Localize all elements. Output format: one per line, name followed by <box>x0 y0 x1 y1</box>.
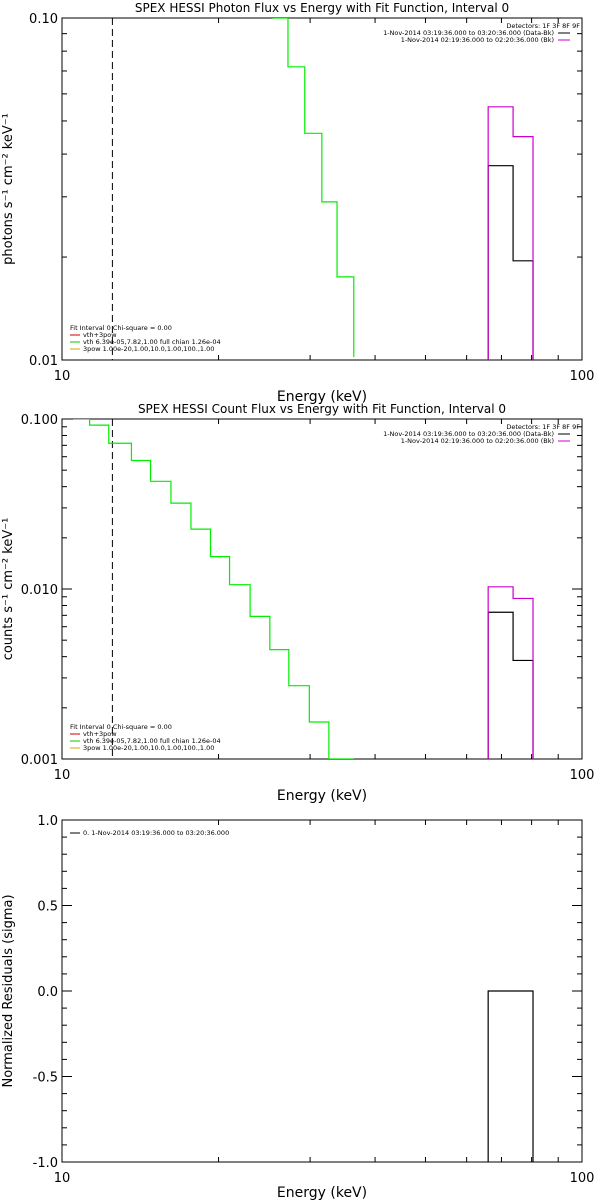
legend-label: 3pow 1.00e-20,1.00,10.0,1.00,100.,1.00 <box>83 744 214 752</box>
legend-header: Detectors: 1F 3F 8F 9F <box>506 423 580 431</box>
x-tick-label: 100 <box>570 1171 595 1186</box>
legend-label: 0. 1-Nov-2014 03:19:36.000 to 03:20:36.0… <box>83 829 229 837</box>
legend-header: Detectors: 1F 3F 8F 9F <box>506 22 580 30</box>
x-tick-label: 100 <box>570 369 595 384</box>
y-tick-label: 0.001 <box>21 753 58 768</box>
series-line-1 <box>487 165 534 360</box>
series-line-2 <box>487 106 534 360</box>
legend-label: vth 6.39e-05,7.82,1.00 full chian 1.26e-… <box>83 338 221 346</box>
plot-area <box>487 990 534 1162</box>
legend-label: 1-Nov-2014 03:19:36.000 to 03:20:36.000 … <box>383 430 554 438</box>
x-tick-label: 10 <box>54 369 71 384</box>
y-axis-label: Normalized Residuals (sigma) <box>1 894 16 1087</box>
y-tick-label: -1.0 <box>33 1156 58 1171</box>
series-line-0 <box>272 18 355 358</box>
series-line-0 <box>73 419 354 759</box>
legend-label: 1-Nov-2014 02:19:36.000 to 02:20:36.000 … <box>401 437 554 445</box>
y-tick-label: 0.010 <box>21 583 58 598</box>
y-axis-label: photons s⁻¹ cm⁻² keV⁻¹ <box>1 113 16 265</box>
x-tick-label: 10 <box>54 768 71 783</box>
plot-frame <box>61 418 583 760</box>
legend-label: vth 6.39e-05,7.82,1.00 full chian 1.26e-… <box>83 737 221 745</box>
y-tick-label: 1.0 <box>37 814 58 829</box>
x-axis-label: Energy (keV) <box>277 389 367 405</box>
y-tick-label: 0.01 <box>29 354 58 369</box>
plot-frame <box>61 17 583 361</box>
y-tick-label: 0.100 <box>21 413 58 428</box>
chart-panel-2: 10 100 -1.0 -0.5 0.0 0.5 1.0 Energy (keV) Normal… <box>1 814 594 1200</box>
x-tick-label: 10 <box>54 1171 71 1186</box>
x-tick-label: 100 <box>570 768 595 783</box>
plot-area <box>111 18 534 360</box>
legend-label: 1-Nov-2014 03:19:36.000 to 03:20:36.000 … <box>383 29 554 37</box>
y-tick-label: -0.5 <box>33 1071 58 1086</box>
y-tick-label: 0.0 <box>37 985 58 1000</box>
series-line-1 <box>487 611 534 759</box>
chart-title: SPEX HESSI Count Flux vs Energy with Fit… <box>138 402 506 416</box>
y-axis-label: counts s⁻¹ cm⁻² keV⁻¹ <box>1 518 16 661</box>
legend-label: vth+3pow <box>83 730 117 738</box>
legend-label: 3pow 1.00e-20,1.00,10.0,1.00,100.,1.00 <box>83 345 214 353</box>
legend-label: vth+3pow <box>83 331 117 339</box>
x-axis-label: Energy (keV) <box>277 788 367 804</box>
x-axis-label: Energy (keV) <box>277 1185 367 1200</box>
legend-header: Fit Interval 0 Chi-square = 0.00 <box>70 324 172 332</box>
y-tick-label: 0.10 <box>29 12 58 27</box>
legend-header: Fit Interval 0 Chi-square = 0.00 <box>70 723 172 731</box>
chart-title: SPEX HESSI Photon Flux vs Energy with Fi… <box>135 1 509 15</box>
chart-panel-1: SPEX HESSI Count Flux vs Energy with Fit… <box>1 402 594 804</box>
chart-panel-0: SPEX HESSI Photon Flux vs Energy with Fi… <box>1 1 594 405</box>
series-line-2 <box>487 586 534 759</box>
legend-label: 1-Nov-2014 02:19:36.000 to 02:20:36.000 … <box>401 36 554 44</box>
y-tick-label: 0.5 <box>37 900 58 915</box>
plot-area <box>73 419 534 759</box>
series-line-0 <box>487 990 534 1162</box>
